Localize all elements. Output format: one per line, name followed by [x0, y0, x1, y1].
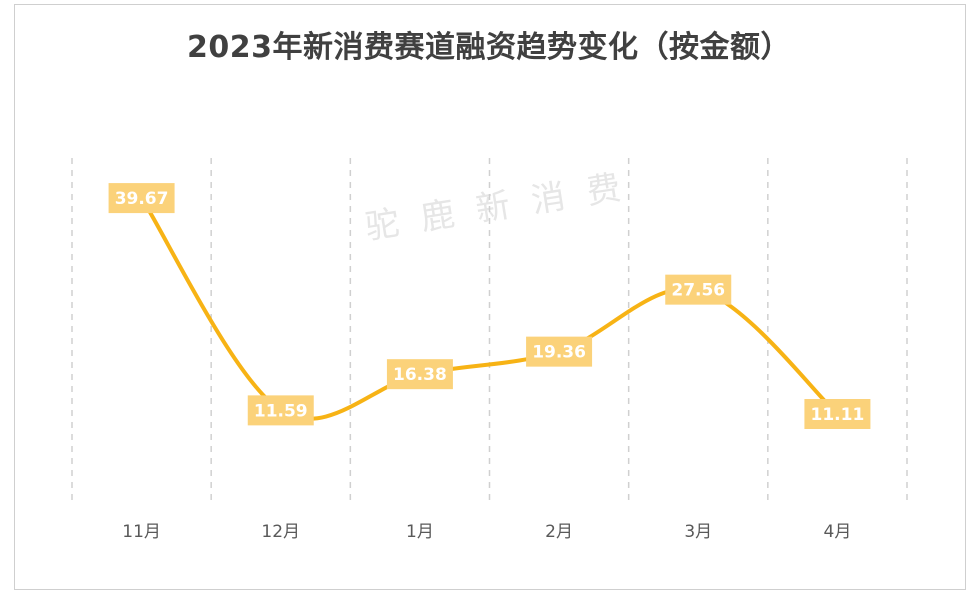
data-label: 27.56 — [665, 274, 732, 305]
data-label: 11.11 — [804, 399, 871, 430]
data-label: 16.38 — [386, 359, 453, 390]
data-label-box — [108, 183, 175, 214]
data-label: 11.59 — [247, 395, 314, 426]
x-tick-label: 3月 — [684, 522, 712, 542]
data-label-box — [386, 359, 453, 390]
chart-frame — [14, 4, 966, 590]
data-label-box — [247, 395, 314, 426]
data-label: 19.36 — [526, 336, 593, 367]
data-label-box — [665, 274, 732, 305]
data-label-box — [526, 336, 593, 367]
data-label-text: 19.36 — [532, 343, 586, 363]
data-label-text: 39.67 — [115, 189, 169, 209]
data-label-text: 27.56 — [671, 281, 725, 301]
data-label-box — [804, 399, 871, 430]
x-tick-label: 11月 — [122, 522, 161, 542]
grid-lines — [71, 158, 908, 503]
data-label: 39.67 — [108, 183, 175, 214]
data-label-text: 11.11 — [811, 405, 865, 425]
x-tick-label: 4月 — [824, 522, 852, 542]
data-label-text: 11.59 — [254, 401, 308, 421]
x-tick-label: 1月 — [406, 522, 434, 542]
data-label-text: 16.38 — [393, 365, 447, 385]
x-axis-ticks: 11月 12月 1月 2月 3月 4月 — [122, 522, 851, 542]
x-tick-label: 2月 — [545, 522, 573, 542]
data-labels: 39.67 11.59 16.38 19.36 27.56 11.11 — [108, 183, 871, 430]
x-tick-label: 12月 — [261, 522, 300, 542]
chart-title: 2023年新消费赛道融资趋势变化（按金额） — [187, 30, 791, 65]
